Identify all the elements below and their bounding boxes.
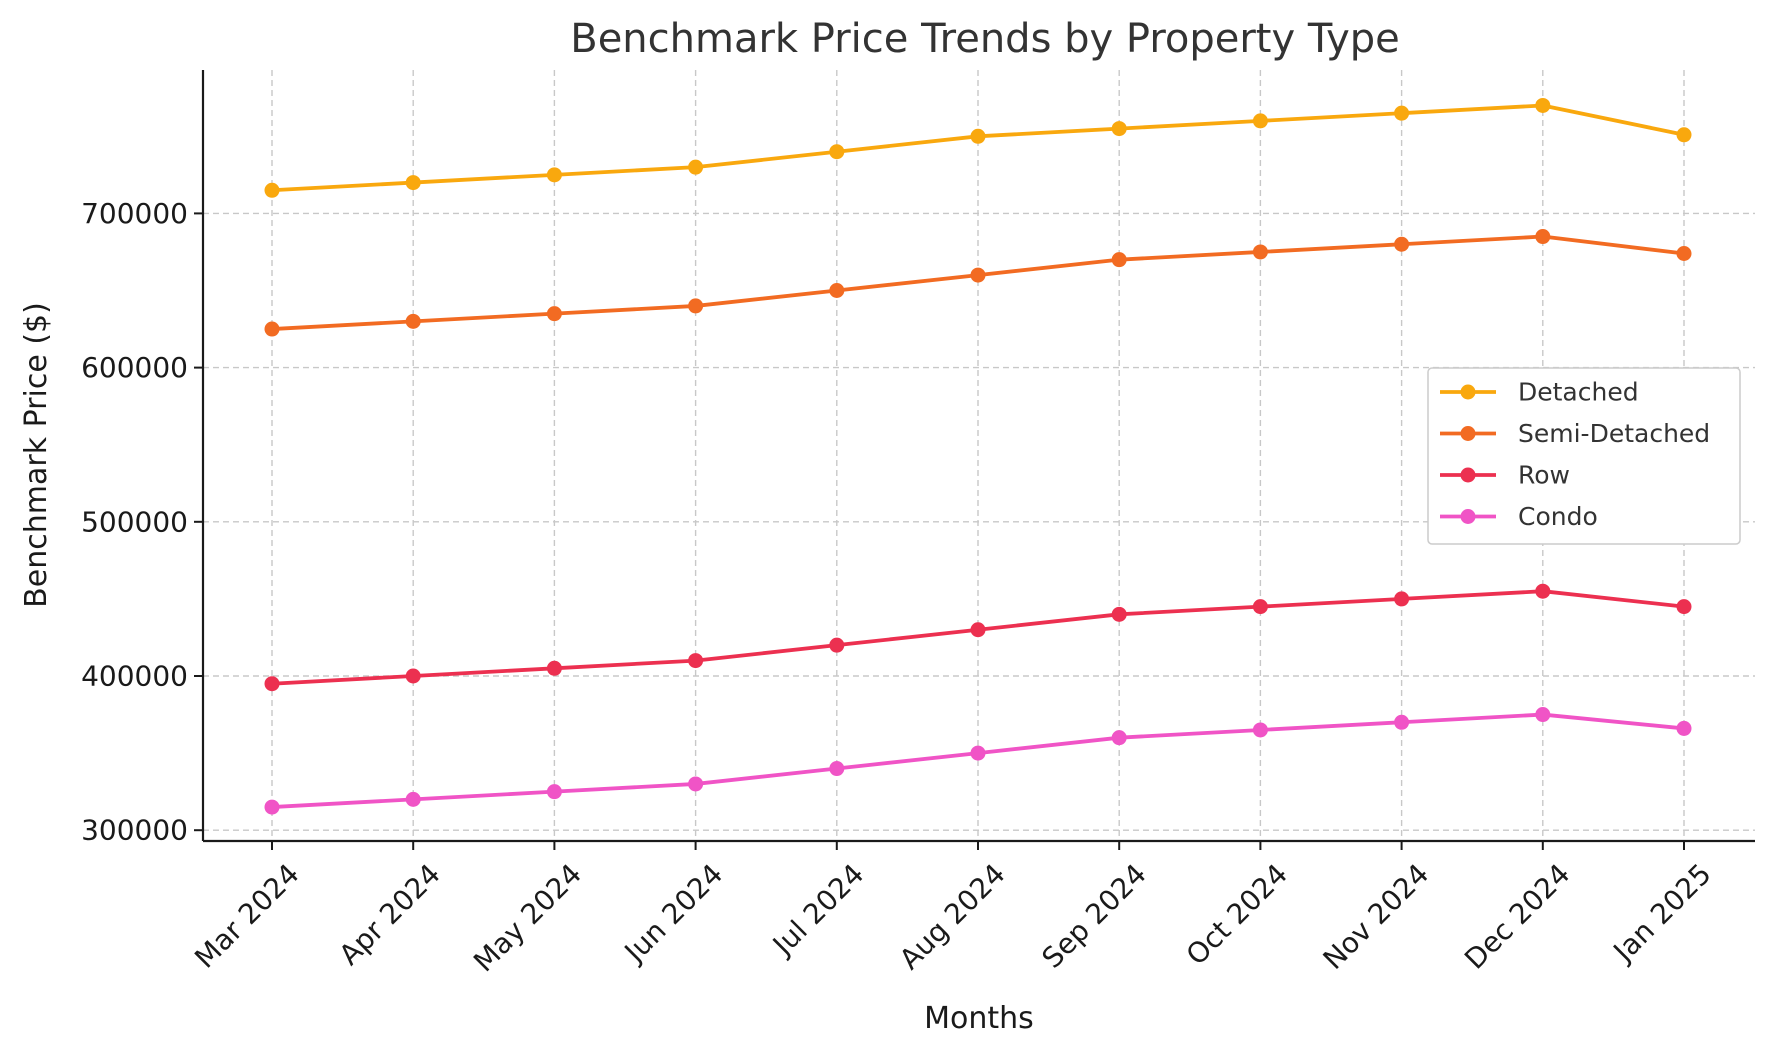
data-point-row bbox=[829, 638, 844, 653]
series-line-detached bbox=[272, 105, 1684, 190]
chart-title: Benchmark Price Trends by Property Type bbox=[570, 16, 1400, 62]
data-point-detached bbox=[688, 160, 703, 175]
legend-marker bbox=[1461, 468, 1476, 483]
data-point-condo bbox=[547, 784, 562, 799]
legend-label: Semi-Detached bbox=[1518, 419, 1710, 448]
data-point-detached bbox=[971, 129, 986, 144]
legend: Detached Semi-Detached Row Condo bbox=[1428, 368, 1740, 544]
data-point-condo bbox=[1677, 721, 1692, 736]
x-tick-label: Apr 2024 bbox=[333, 857, 447, 971]
x-tick-label: Mar 2024 bbox=[188, 857, 305, 974]
legend-marker bbox=[1461, 385, 1476, 400]
data-point-semi-detached bbox=[688, 298, 703, 313]
data-point-condo bbox=[688, 776, 703, 791]
data-point-semi-detached bbox=[829, 283, 844, 298]
axis-ticks: Mar 2024 Apr 2024 May 2024 Jun 2024 Jul 2024… bbox=[81, 197, 1718, 978]
data-point-condo bbox=[1535, 707, 1550, 722]
y-tick-label: 500000 bbox=[81, 505, 188, 538]
legend-label: Row bbox=[1518, 461, 1570, 490]
data-point-semi-detached bbox=[1677, 246, 1692, 261]
x-tick-label: Aug 2024 bbox=[893, 857, 1012, 976]
data-point-row bbox=[265, 676, 280, 691]
line-chart: Benchmark Price Trends by Property Type … bbox=[0, 0, 1771, 1054]
data-point-condo bbox=[1394, 715, 1409, 730]
x-tick-label: Dec 2024 bbox=[1458, 857, 1576, 975]
y-tick-label: 600000 bbox=[81, 351, 188, 384]
legend-label: Detached bbox=[1518, 378, 1639, 407]
data-point-semi-detached bbox=[1253, 244, 1268, 259]
data-point-semi-detached bbox=[265, 322, 280, 337]
x-tick-label: Jun 2024 bbox=[617, 857, 729, 969]
data-point-detached bbox=[265, 183, 280, 198]
legend-marker bbox=[1461, 426, 1476, 441]
data-point-row bbox=[1677, 599, 1692, 614]
data-point-row bbox=[1535, 584, 1550, 599]
data-point-detached bbox=[1253, 113, 1268, 128]
x-tick-label: May 2024 bbox=[467, 857, 588, 978]
data-point-detached bbox=[1112, 121, 1127, 136]
data-point-condo bbox=[1112, 730, 1127, 745]
legend-marker bbox=[1461, 509, 1476, 524]
data-point-row bbox=[1394, 591, 1409, 606]
data-point-condo bbox=[971, 746, 986, 761]
x-axis-label: Months bbox=[924, 1001, 1034, 1036]
data-point-detached bbox=[1394, 106, 1409, 121]
data-point-semi-detached bbox=[1394, 237, 1409, 252]
data-point-detached bbox=[547, 167, 562, 182]
data-point-semi-detached bbox=[406, 314, 421, 329]
data-point-row bbox=[1112, 607, 1127, 622]
data-point-condo bbox=[265, 800, 280, 815]
x-tick-label: Jan 2025 bbox=[1606, 857, 1718, 969]
legend-label: Condo bbox=[1518, 502, 1598, 531]
y-tick-label: 400000 bbox=[81, 660, 188, 693]
data-point-detached bbox=[1535, 98, 1550, 113]
data-point-condo bbox=[1253, 722, 1268, 737]
data-point-detached bbox=[406, 175, 421, 190]
x-tick-label: Nov 2024 bbox=[1317, 857, 1436, 976]
data-point-detached bbox=[829, 144, 844, 159]
data-point-condo bbox=[406, 792, 421, 807]
data-point-row bbox=[688, 653, 703, 668]
y-tick-label: 700000 bbox=[81, 197, 188, 230]
x-tick-label: Jul 2024 bbox=[765, 857, 870, 962]
data-point-semi-detached bbox=[971, 268, 986, 283]
y-tick-label: 300000 bbox=[81, 814, 188, 847]
x-tick-label: Oct 2024 bbox=[1180, 857, 1294, 971]
data-point-condo bbox=[829, 761, 844, 776]
data-point-semi-detached bbox=[1535, 229, 1550, 244]
data-point-semi-detached bbox=[547, 306, 562, 321]
data-point-row bbox=[1253, 599, 1268, 614]
data-point-row bbox=[406, 669, 421, 684]
y-axis-label: Benchmark Price ($) bbox=[19, 302, 54, 608]
data-point-detached bbox=[1677, 127, 1692, 142]
x-tick-label: Sep 2024 bbox=[1036, 857, 1153, 974]
data-point-semi-detached bbox=[1112, 252, 1127, 267]
data-point-row bbox=[971, 622, 986, 637]
data-point-row bbox=[547, 661, 562, 676]
